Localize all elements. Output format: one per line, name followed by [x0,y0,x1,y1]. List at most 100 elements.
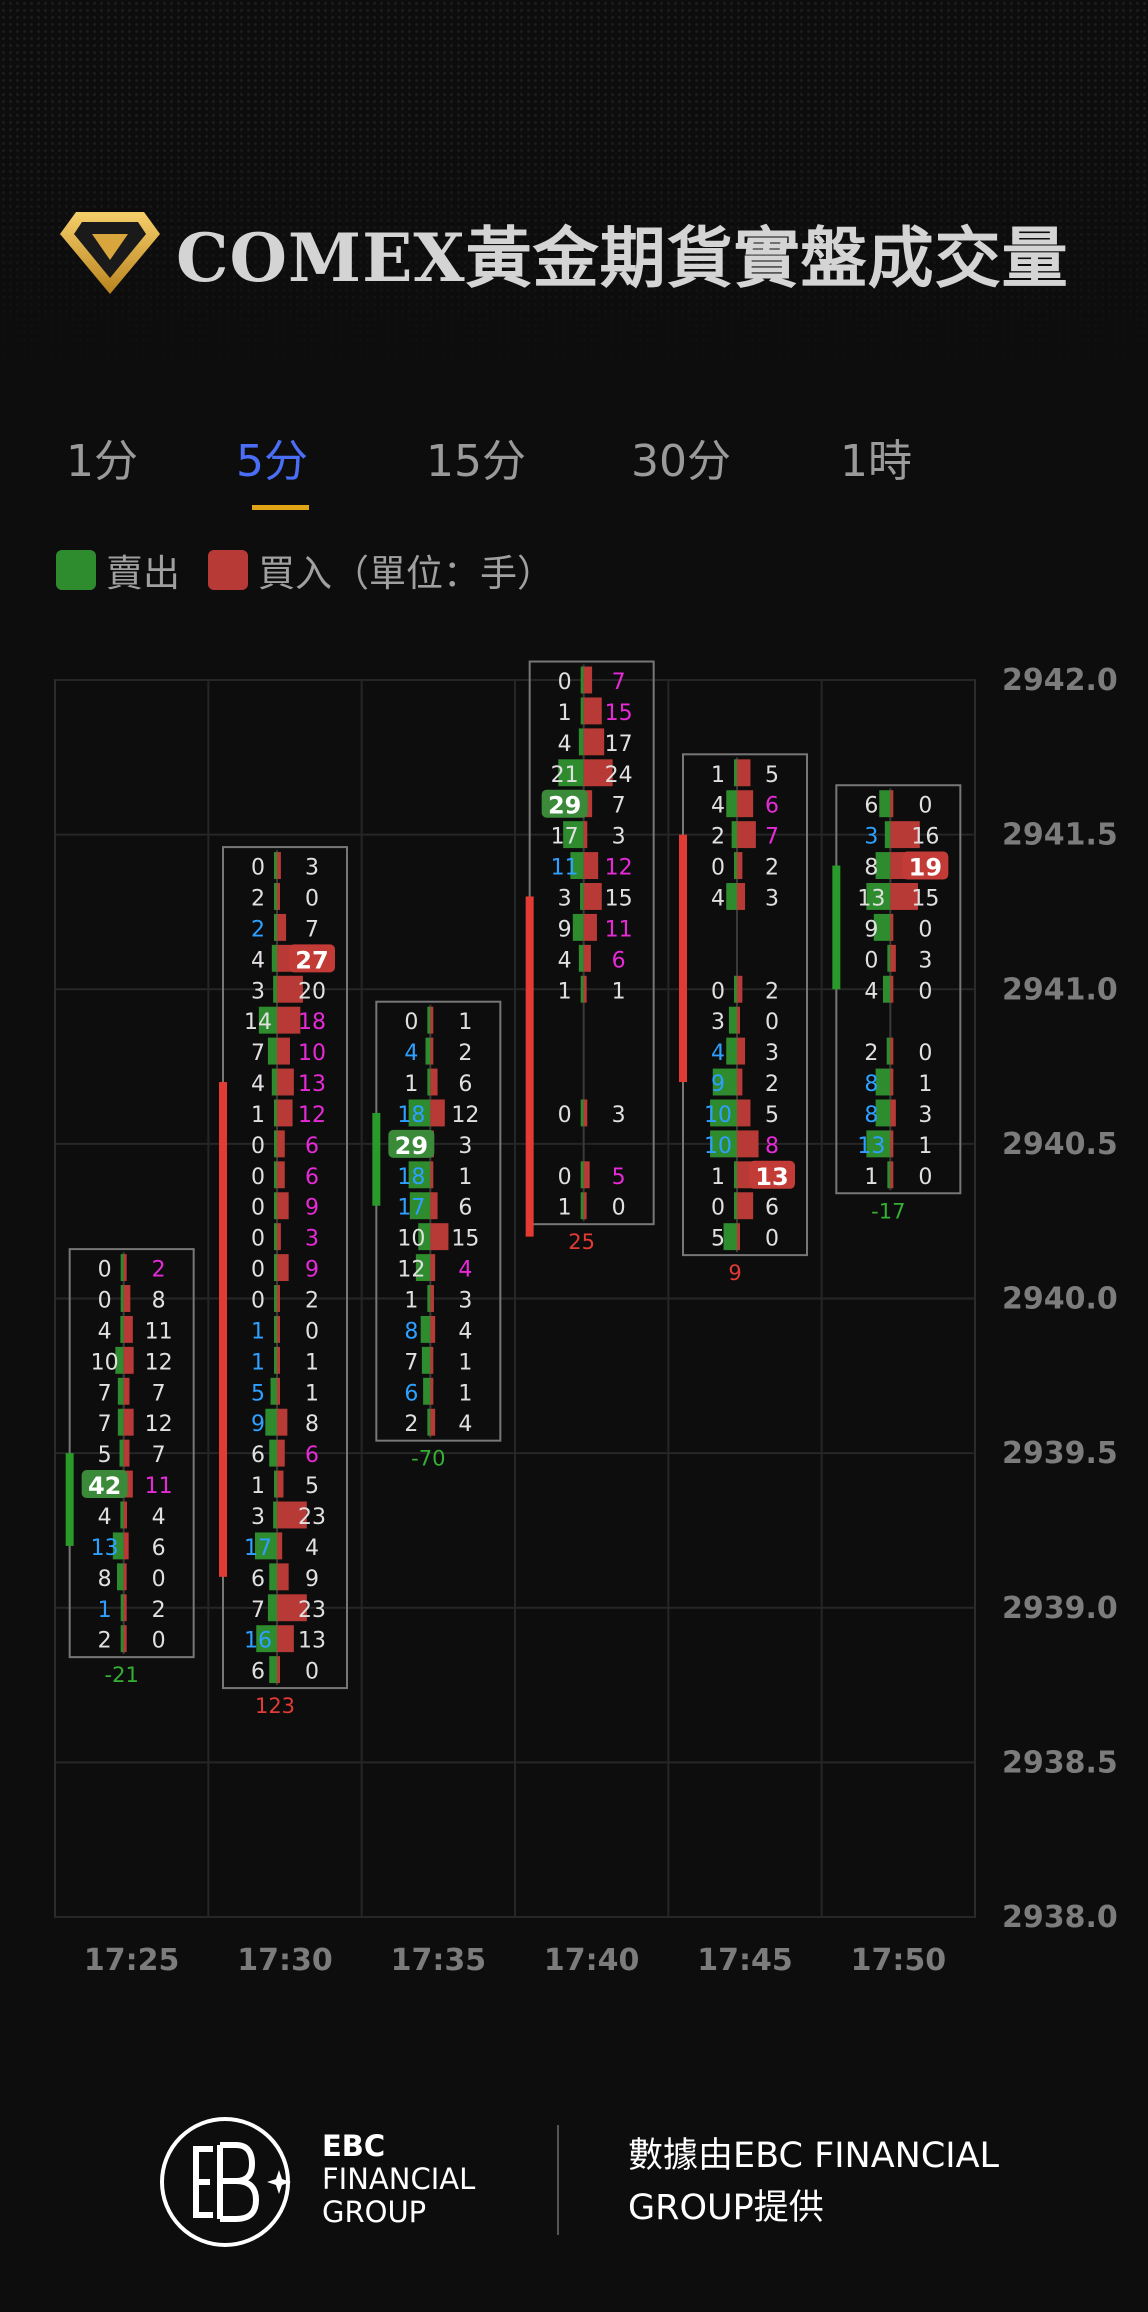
tab-5min[interactable]: 5分 [236,436,308,487]
sell-bar [119,1439,124,1467]
sell-bar [274,1346,277,1374]
sell-bar [887,944,891,972]
sell-value: 7 [404,1350,418,1375]
buy-bar [737,1099,751,1127]
buy-bar [890,944,896,972]
buy-value: 3 [458,1134,472,1159]
buy-value: 2 [305,1289,319,1314]
buy-value: 9 [305,1567,319,1592]
sell-bar [423,1377,431,1405]
sell-value: 2 [711,825,725,850]
sell-bar [734,852,737,880]
buy-bar [123,1532,129,1560]
buy-value: 0 [612,1196,626,1221]
buy-bar [737,759,751,787]
sell-bar [427,1006,431,1034]
buy-value: 1 [612,979,626,1004]
sell-bar [580,1099,584,1127]
buy-bar [737,1037,746,1065]
candle-body [832,865,841,990]
buy-bar [737,1223,740,1251]
buy-value: 7 [152,1443,166,1468]
buy-value: 13 [298,1629,326,1654]
buy-value: 3 [305,856,319,881]
buy-bar [737,821,756,849]
buy-bar [277,1068,294,1096]
sell-bar [258,1006,277,1034]
sell-value: 3 [251,979,265,1004]
buy-value: 2 [152,1598,166,1623]
tab-15min[interactable]: 15分 [426,436,526,487]
buy-bar [277,1470,284,1498]
sell-value: 8 [864,856,878,881]
sell-value: 9 [711,1072,725,1097]
buy-bar [890,1068,894,1096]
buy-bar [890,975,894,1003]
tab-1min[interactable]: 1分 [66,436,138,487]
buy-value: 16 [911,825,939,850]
sell-bar [580,697,584,725]
sell-value: 1 [251,1103,265,1128]
buy-value: 20 [298,979,326,1004]
sell-bar [420,1315,431,1343]
sell-value: 1 [711,763,725,788]
sell-value: 4 [558,732,572,757]
sell-value: 4 [251,1072,265,1097]
sell-value: 14 [244,1010,272,1035]
buy-bar [430,1254,436,1282]
buy-bar [430,1377,434,1405]
buy-value: 3 [458,1289,472,1314]
buy-value: 5 [765,1103,779,1128]
buy-value: 6 [305,1134,319,1159]
active-tab-indicator [252,505,309,510]
ebc-logo-icon [160,2117,291,2247]
buy-bar [583,975,587,1003]
candle-body [525,896,534,1237]
sell-bar [273,1501,277,1529]
sell-value: 4 [558,948,572,973]
buy-bar [430,1192,438,1220]
sell-bar [726,790,737,818]
sell-value: 0 [711,1196,725,1221]
sell-bar [580,1161,584,1189]
buy-value: 7 [152,1381,166,1406]
sell-bar [274,1192,277,1220]
sell-value: 11 [551,856,579,881]
buy-value: 0 [305,1660,319,1685]
sell-bar [415,1254,431,1282]
buy-bar [123,1625,127,1653]
sell-bar [271,944,277,972]
sell-value: 0 [98,1289,112,1314]
sell-value: 1 [251,1474,265,1499]
header: COMEX黃金期貨實盤成交量 [58,208,1069,298]
sell-value: 21 [551,763,579,788]
sell-bar [882,975,891,1003]
buy-value: 10 [298,1041,326,1066]
candle-box [375,1000,502,1442]
buy-value: 0 [305,1319,319,1344]
buy-bar [123,1254,127,1282]
sell-value: 2 [864,1041,878,1066]
sell-value: 1 [251,1319,265,1344]
candle-body [65,1453,74,1546]
x-tick-label: 17:45 [697,1943,793,1978]
sell-value: 6 [864,794,878,819]
sell-bar [117,1563,124,1591]
buy-bar [123,1470,133,1498]
x-tick-label: 17:50 [851,1943,947,1978]
buy-bar [123,1285,131,1312]
sell-value: 6 [251,1567,265,1592]
tab-30min[interactable]: 30分 [631,436,731,487]
sell-value: 2 [251,886,265,911]
buy-bar [123,1346,134,1374]
buy-value: 3 [612,1103,626,1128]
tab-1hour[interactable]: 1時 [840,436,912,487]
sell-value: 17 [244,1536,272,1561]
footprint-chart: 2938.02938.52939.02939.52940.02940.52941… [54,660,1118,1978]
sell-bar [710,1130,737,1158]
buy-bar [583,666,593,694]
buy-value: 5 [765,763,779,788]
sell-value: 42 [88,1472,121,1500]
sell-value: 0 [251,1134,265,1159]
